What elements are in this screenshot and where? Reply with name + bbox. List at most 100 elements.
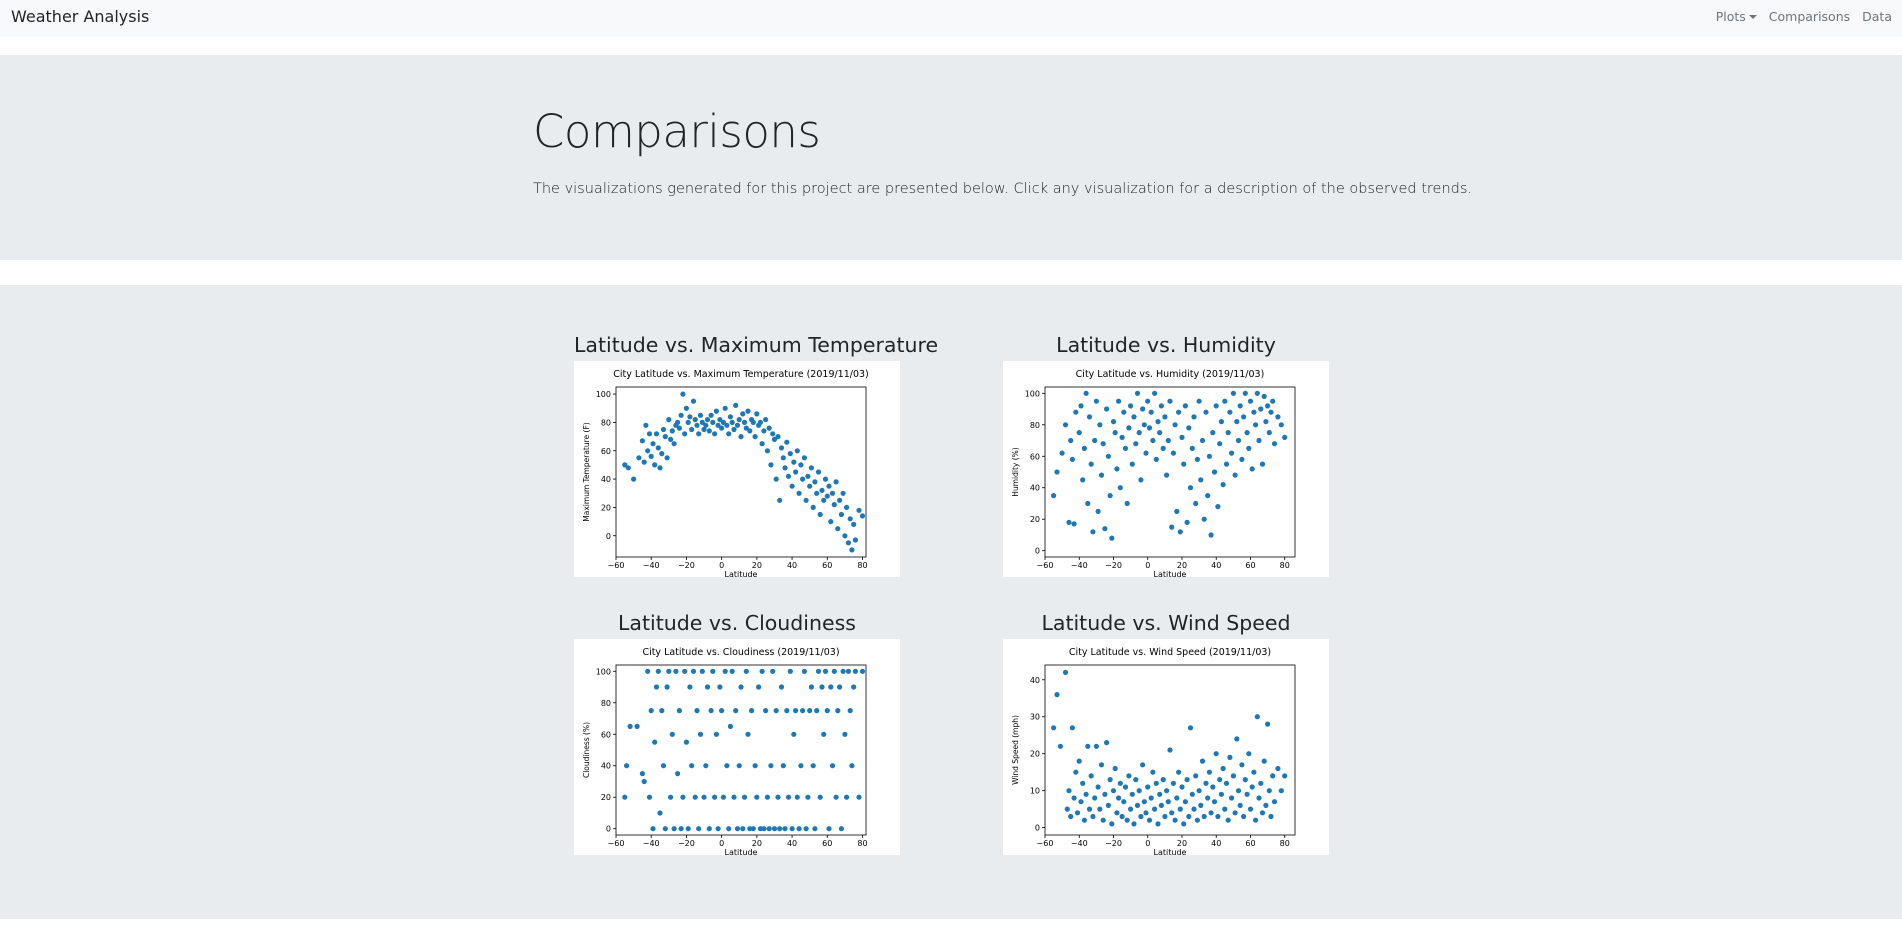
scatter-point — [1181, 461, 1187, 467]
scatter-point — [1278, 422, 1284, 428]
scatter-point — [807, 483, 813, 489]
scatter-point — [814, 708, 820, 714]
scatter-point — [1119, 813, 1125, 820]
scatter-point — [838, 511, 844, 518]
scatter-point — [657, 810, 663, 816]
scatter-point — [1251, 409, 1257, 415]
scatter-point — [814, 490, 820, 496]
chart-humidity[interactable]: City Latitude vs. Humidity (2019/11/03) −… — [1003, 361, 1329, 577]
nav-links: Plots Comparisons Data — [1716, 9, 1892, 24]
scatter-point — [703, 763, 709, 769]
scatter-point — [780, 763, 786, 769]
scatter-point — [1126, 773, 1132, 779]
scatter-point — [1140, 762, 1146, 768]
scatter-point — [634, 723, 640, 729]
scatter-point — [1253, 422, 1259, 428]
scatter-point — [1098, 472, 1105, 478]
scatter-point — [1253, 817, 1259, 823]
scatter-point — [622, 794, 628, 800]
scatter-point — [704, 417, 711, 423]
scatter-point — [1213, 751, 1219, 757]
scatter-point — [1148, 409, 1154, 415]
scatter-point — [757, 419, 763, 425]
scatter-point — [1164, 788, 1170, 794]
scatter-point — [1138, 813, 1144, 820]
y-tick-label: 0 — [606, 825, 611, 834]
scatter-point — [1150, 769, 1156, 775]
scatter-point — [694, 422, 700, 428]
scatter-point — [770, 431, 776, 437]
scatter-point — [719, 425, 725, 431]
x-tick-label: 60 — [1245, 561, 1255, 570]
scatter-point — [1160, 445, 1166, 451]
scatter-point — [803, 826, 809, 832]
scatter-point — [1218, 791, 1224, 797]
nav-plots-dropdown[interactable]: Plots — [1716, 9, 1757, 24]
scatter-point — [1254, 390, 1260, 396]
card-humidity[interactable]: Latitude vs. Humidity City Latitude vs. … — [1003, 330, 1329, 577]
scatter-point — [1237, 802, 1243, 808]
scatter-point — [1076, 430, 1082, 436]
brand-link[interactable]: Weather Analysis — [11, 7, 150, 26]
scatter-point — [789, 826, 795, 832]
scatter-point — [817, 794, 823, 800]
nav-data-link[interactable]: Data — [1862, 9, 1892, 24]
card-wind-speed[interactable]: Latitude vs. Wind Speed City Latitude vs… — [1003, 608, 1329, 855]
x-tick-label: −60 — [608, 839, 625, 848]
scatter-point — [1116, 398, 1122, 404]
chart-cloudiness[interactable]: City Latitude vs. Cloudiness (2019/11/03… — [574, 639, 900, 855]
scatter-point — [1205, 493, 1211, 499]
scatter-point — [740, 411, 746, 417]
page-title: Comparisons — [533, 105, 821, 158]
scatter-point — [824, 493, 830, 499]
scatter-point — [668, 436, 674, 442]
card-cloudiness[interactable]: Latitude vs. Cloudiness City Latitude vs… — [574, 608, 900, 855]
scatter-point — [831, 502, 837, 508]
scatter-point — [1203, 780, 1209, 786]
scatter-point — [1083, 791, 1089, 797]
scatter-point — [1177, 806, 1183, 812]
scatter-point — [1244, 430, 1250, 436]
scatter-point — [734, 826, 741, 832]
scatter-point — [752, 763, 758, 769]
scatter-point — [856, 507, 862, 513]
scatter-point — [1184, 519, 1190, 525]
scatter-point — [1104, 406, 1110, 412]
y-tick-label: 20 — [1030, 515, 1040, 524]
nav-comparisons-link[interactable]: Comparisons — [1768, 9, 1851, 24]
scatter-point — [687, 414, 693, 420]
scatter-point — [796, 826, 802, 832]
scatter-point — [1129, 461, 1135, 467]
scatter-point — [785, 473, 792, 479]
scatter-point — [754, 794, 760, 800]
scatter-point — [1080, 477, 1086, 483]
scatter-point — [1239, 762, 1245, 768]
scatter-point — [680, 391, 686, 397]
scatter-point — [713, 408, 719, 414]
scatter-point — [1076, 758, 1082, 764]
scatter-point — [706, 428, 712, 434]
scatter-point — [789, 483, 795, 489]
chart-title: City Latitude vs. Wind Speed (2019/11/03… — [1069, 647, 1271, 658]
scatter-point — [1187, 485, 1194, 491]
card-max-temp[interactable]: Latitude vs. Maximum Temperature City La… — [574, 330, 938, 577]
scatter-point — [800, 476, 806, 482]
scatter-point — [1222, 806, 1228, 812]
x-tick-label: 20 — [1177, 839, 1187, 848]
scatter-point — [1095, 784, 1101, 790]
chart-max-temp[interactable]: City Latitude vs. Maximum Temperature (2… — [574, 361, 900, 577]
scatter-point — [826, 826, 832, 832]
scatter-point — [1083, 390, 1089, 396]
scatter-point — [1069, 725, 1075, 731]
scatter-point — [1133, 777, 1139, 783]
scatter-point — [1104, 740, 1110, 746]
scatter-point — [1162, 813, 1168, 820]
scatter-point — [631, 476, 637, 482]
scatter-point — [1217, 777, 1223, 783]
chart-wind-speed[interactable]: City Latitude vs. Wind Speed (2019/11/03… — [1003, 639, 1329, 855]
scatter-point — [736, 417, 742, 423]
scatter-point — [1152, 390, 1158, 396]
scatter-point — [678, 412, 684, 418]
scatter-point — [787, 451, 793, 457]
scatter-point — [1138, 477, 1144, 483]
